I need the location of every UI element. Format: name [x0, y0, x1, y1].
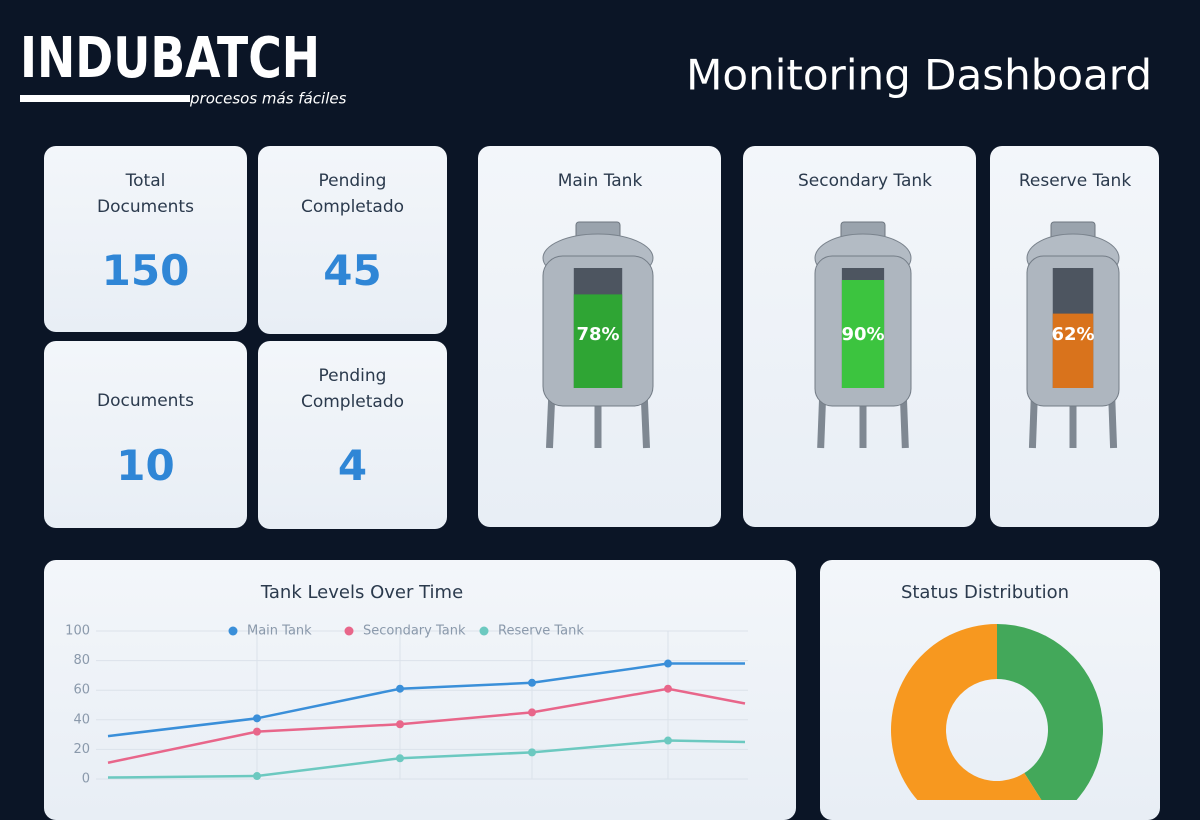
- line-point: [396, 720, 404, 729]
- line-point: [664, 684, 672, 693]
- logo-bar: [20, 95, 190, 102]
- tank-name: Main Tank: [558, 171, 643, 191]
- y-tick-label: 40: [73, 712, 90, 727]
- tank-level-label: 78%: [576, 324, 619, 345]
- tank-leg: [817, 394, 827, 449]
- y-tick-label: 20: [73, 742, 90, 757]
- line-point: [664, 659, 672, 668]
- y-tick-label: 80: [73, 653, 90, 668]
- line-point: [253, 714, 261, 723]
- tank-level: [1052, 313, 1094, 388]
- kpi-card: Pending Completado 45: [258, 146, 447, 334]
- kpi-card: Total Documents 150: [44, 146, 247, 332]
- kpi-value: 45: [323, 246, 382, 295]
- tank-leg: [1108, 394, 1118, 449]
- pie-chart-card: [820, 560, 1160, 820]
- line-series: [107, 739, 746, 779]
- tank-leg: [1028, 394, 1038, 449]
- kpi-value: 4: [337, 441, 368, 490]
- y-tick-label: 0: [82, 772, 90, 787]
- chart-title: Status Distribution: [901, 582, 1069, 603]
- page-title: Monitoring Dashboard: [686, 51, 1152, 100]
- tank-level: [573, 294, 623, 388]
- tank-name: Reserve Tank: [1019, 171, 1131, 191]
- legend-label: Main Tank: [247, 624, 312, 639]
- kpi-card: Pending Completado 4: [258, 341, 447, 529]
- tank-leg: [545, 394, 556, 449]
- legend-swatch: [228, 626, 238, 636]
- tank-leg: [899, 394, 909, 449]
- legend-swatch: [479, 626, 489, 636]
- line-point: [396, 754, 404, 763]
- y-tick-label: 100: [65, 624, 90, 639]
- legend-label: Secondary Tank: [363, 624, 466, 639]
- logo-tagline: procesos más fáciles: [189, 90, 347, 108]
- line-point: [528, 748, 536, 757]
- line-point: [396, 684, 404, 693]
- kpi-label: Pending Completado: [300, 366, 405, 412]
- line-point: [253, 727, 261, 736]
- tank-leg: [640, 394, 651, 449]
- kpi-label: Total Documents: [97, 171, 194, 217]
- overlay: INDUBATCH procesos más fáciles Monitorin…: [20, 26, 1152, 800]
- kpi-label: Pending Completado: [300, 171, 405, 217]
- kpi-label: Documents: [97, 391, 194, 411]
- logo: INDUBATCH: [20, 26, 320, 91]
- kpi-value: 150: [101, 246, 190, 295]
- kpi-value: 10: [116, 441, 175, 490]
- tank-name: Secondary Tank: [798, 171, 932, 191]
- line-point: [528, 678, 536, 687]
- tank-level-label: 90%: [841, 324, 884, 345]
- pie-slice: [997, 624, 1103, 800]
- pie-slice: [891, 624, 1042, 800]
- y-tick-label: 60: [73, 683, 90, 698]
- chart-title: Tank Levels Over Time: [260, 582, 463, 603]
- line-point: [664, 736, 672, 745]
- tank-level-label: 62%: [1051, 324, 1094, 345]
- line-series: [107, 687, 746, 764]
- line-point: [253, 772, 261, 781]
- line-point: [528, 708, 536, 717]
- line-series: [107, 662, 745, 738]
- legend-swatch: [344, 626, 354, 636]
- tank-level: [841, 280, 885, 388]
- kpi-card: Documents 10: [44, 341, 247, 528]
- dashboard: Total Documents 150 Pending Completado 4…: [20, 26, 1160, 820]
- legend-label: Reserve Tank: [498, 624, 584, 639]
